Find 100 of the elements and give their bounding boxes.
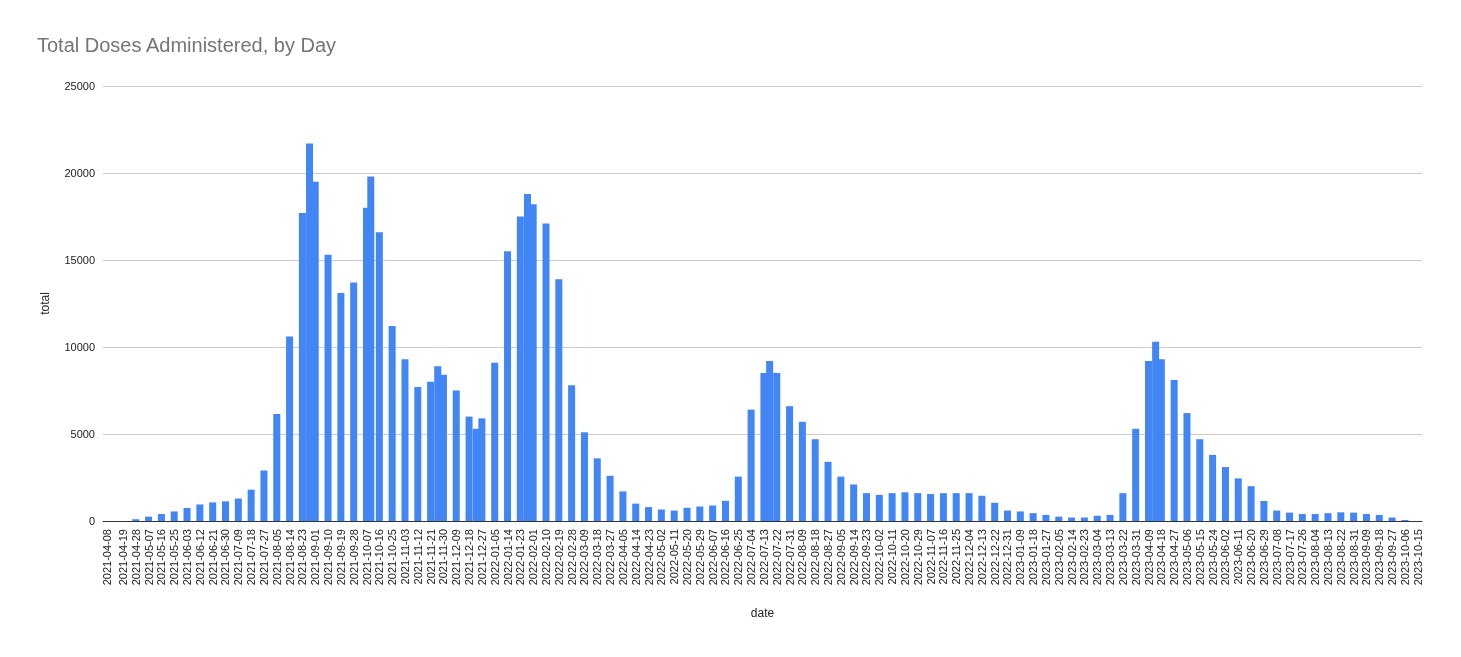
x-tick-label: 2023-04-09 [1142, 529, 1155, 586]
x-tick-label: 2023-09-18 [1373, 529, 1386, 586]
x-tick-label: 2022-05-02 [655, 529, 668, 586]
x-tick-label: 2022-02-28 [565, 529, 578, 586]
bar [367, 176, 375, 521]
x-tick-label: 2021-05-07 [142, 529, 155, 586]
bar [157, 514, 165, 521]
bar [683, 507, 691, 521]
bar [1016, 511, 1024, 521]
x-tick-label: 2021-11-21 [424, 529, 437, 585]
bar [542, 223, 550, 521]
x-tick-label: 2021-11-12 [411, 529, 424, 585]
bar [721, 500, 729, 521]
x-tick-label: 2023-02-05 [1052, 529, 1065, 586]
x-tick-label: 2022-11-07 [924, 529, 937, 585]
x-tick-label: 2022-09-14 [847, 529, 860, 586]
x-tick-label: 2022-12-22 [988, 529, 1001, 586]
bar [1375, 514, 1383, 521]
chart-title: Total Doses Administered, by Day [37, 34, 337, 56]
x-tick-label: 2021-12-18 [463, 529, 476, 586]
y-tick-label: 10000 [64, 341, 95, 353]
x-tick-label: 2022-06-25 [732, 529, 745, 586]
bar [555, 279, 563, 521]
bar [491, 362, 499, 521]
x-tick-label: 2021-12-27 [475, 529, 488, 586]
x-tick-label: 2023-06-02 [1219, 529, 1232, 586]
x-tick-label: 2023-10-15 [1411, 529, 1424, 586]
x-tick-label: 2022-08-09 [796, 529, 809, 586]
bar [183, 507, 191, 521]
bar [875, 494, 883, 521]
bar [504, 251, 512, 521]
bar [1247, 486, 1255, 521]
bar [1209, 454, 1217, 521]
bar [1093, 515, 1101, 521]
bar [1260, 500, 1268, 521]
y-tick-label: 20000 [64, 167, 95, 179]
x-tick-label: 2023-10-06 [1398, 529, 1411, 586]
x-tick-label: 2022-02-10 [539, 529, 552, 586]
x-tick-label: 2021-11-30 [437, 529, 450, 585]
bar [1132, 428, 1140, 521]
bar [1311, 514, 1319, 521]
bar [632, 503, 640, 521]
bar [337, 293, 345, 521]
x-tick-label: 2022-07-04 [745, 529, 758, 586]
x-tick-label: 2021-11-03 [398, 529, 411, 585]
x-tick-label: 2023-04-27 [1168, 529, 1181, 586]
bar [388, 326, 396, 521]
x-tick-label: 2022-10-11 [886, 529, 899, 585]
x-tick-label: 2021-04-08 [101, 529, 114, 586]
bar [286, 336, 294, 521]
bar [927, 494, 935, 521]
x-tick-label: 2022-07-31 [783, 529, 796, 586]
bar [786, 406, 794, 521]
x-axis-title: date [750, 606, 775, 620]
bar [247, 489, 255, 521]
x-tick-label: 2021-09-19 [334, 529, 347, 586]
x-tick-label: 2023-02-23 [1078, 529, 1091, 586]
x-tick-label: 2022-12-31 [1001, 529, 1014, 586]
x-tick-label: 2022-11-25 [950, 529, 963, 585]
bar [978, 495, 986, 521]
x-tick-label: 2023-08-31 [1347, 529, 1360, 586]
x-tick-label: 2021-09-01 [309, 529, 322, 586]
x-tick-label: 2021-10-07 [360, 529, 373, 586]
x-tick-label: 2021-10-16 [373, 529, 386, 586]
bar [657, 509, 665, 521]
bar [414, 387, 422, 521]
x-tick-label: 2021-12-09 [450, 529, 463, 586]
x-tick-label: 2022-03-27 [604, 529, 617, 586]
x-tick-label: 2023-01-09 [1014, 529, 1027, 586]
x-tick-label: 2021-08-14 [283, 529, 296, 586]
bar [324, 254, 332, 521]
x-tick-label: 2023-08-22 [1334, 529, 1347, 586]
bar [1234, 478, 1242, 521]
bar [196, 504, 204, 521]
bar [606, 475, 614, 521]
x-tick-label: 2021-07-18 [245, 529, 258, 586]
bar [1350, 512, 1358, 521]
x-tick-label: 2022-07-13 [757, 529, 770, 586]
bar [1106, 514, 1114, 521]
bar [1298, 514, 1306, 521]
bar [837, 476, 845, 521]
bar [939, 493, 947, 521]
y-axis-title: total [38, 292, 52, 315]
x-tick-label: 2022-04-23 [642, 529, 655, 586]
x-tick-label: 2022-11-16 [937, 529, 950, 585]
bar [1273, 510, 1281, 521]
bar [696, 506, 704, 521]
x-tick-label: 2023-06-29 [1257, 529, 1270, 586]
bar [965, 493, 973, 521]
x-tick-label: 2022-10-20 [898, 529, 911, 586]
x-tick-label: 2023-08-04 [1309, 529, 1322, 586]
x-tick-label: 2022-08-27 [822, 529, 835, 586]
bar [747, 409, 755, 521]
bar [1286, 512, 1294, 521]
x-tick-label: 2021-08-23 [296, 529, 309, 586]
bar [568, 385, 576, 521]
x-tick-label: 2023-07-17 [1283, 529, 1296, 586]
x-tick-label: 2021-06-03 [181, 529, 194, 586]
bar [914, 493, 922, 521]
x-tick-label: 2022-05-20 [681, 529, 694, 586]
